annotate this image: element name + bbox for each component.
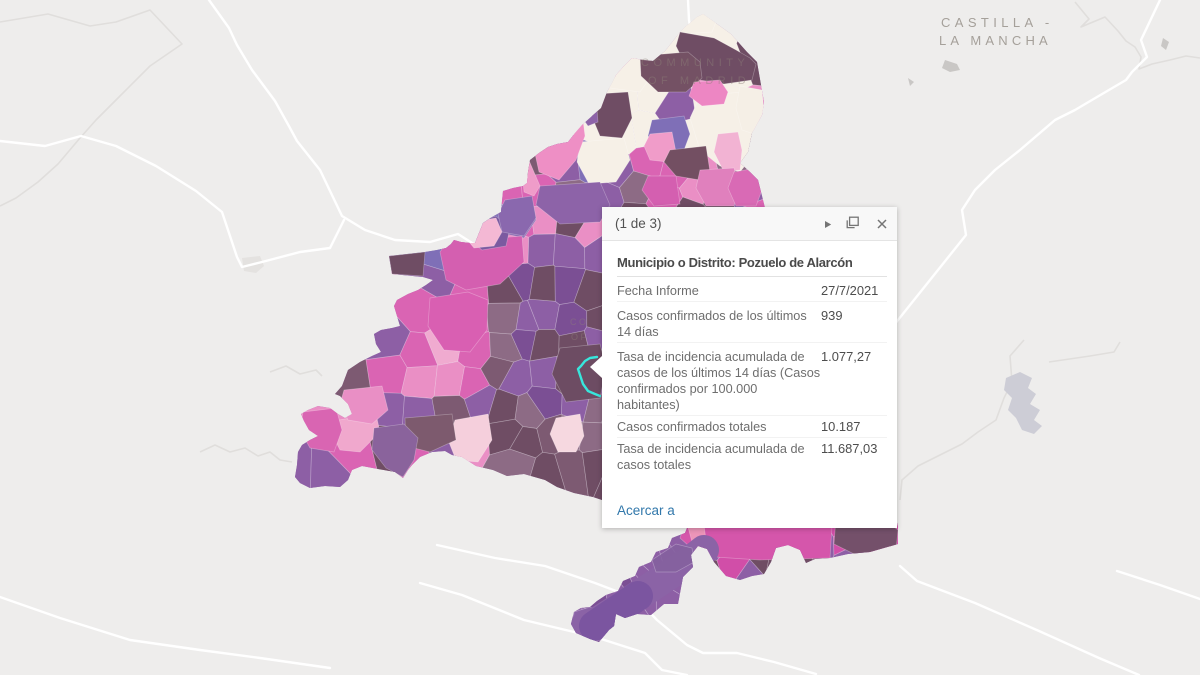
svg-text:LA MANCHA: LA MANCHA xyxy=(939,33,1052,48)
svg-text:OF MADRID: OF MADRID xyxy=(648,75,750,87)
svg-text:CASTILLA -: CASTILLA - xyxy=(941,15,1054,30)
svg-text:COMMUNITY: COMMUNITY xyxy=(641,57,749,69)
svg-text:OF: OF xyxy=(571,332,589,342)
svg-text:CO: CO xyxy=(570,317,589,327)
